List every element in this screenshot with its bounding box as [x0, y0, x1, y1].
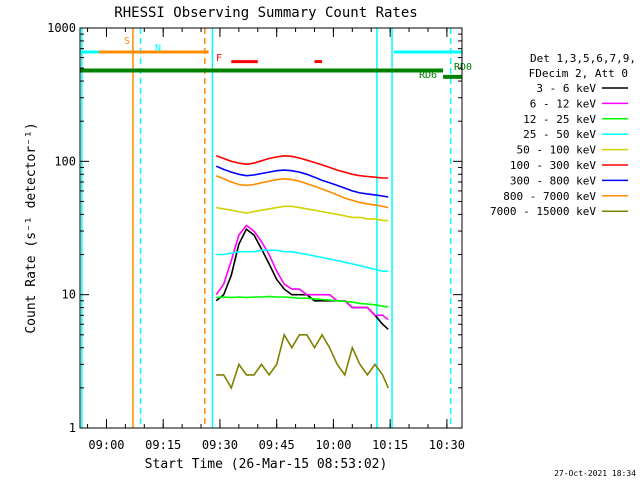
flag-rd6-label: RD6: [419, 70, 437, 81]
flag-rd0-label: RD0: [454, 62, 472, 73]
y-axis-label: Count Rate (s⁻¹ detector⁻¹): [24, 122, 39, 333]
flag-s-label: S: [124, 36, 130, 47]
y-tick-label: 10: [62, 288, 76, 302]
legend-label-25-50: 25 - 50 keV: [523, 128, 596, 141]
series-line-3-6: [215, 227, 389, 330]
x-axis-label: Start Time (26-Mar-15 08:53:02): [145, 457, 388, 472]
legend-label-12-25: 12 - 25 keV: [523, 113, 596, 126]
y-tick-label: 1000: [47, 21, 76, 35]
y-tick-label: 100: [54, 154, 76, 168]
x-tick-label: 09:45: [259, 438, 295, 452]
legend-label-7000-15000: 7000 - 15000 keV: [490, 205, 596, 218]
x-tick-label: 09:00: [88, 438, 124, 452]
plot-frame: [79, 27, 463, 429]
series-line-50-100: [216, 205, 389, 222]
legend-label-800-7000: 800 - 7000 keV: [503, 190, 596, 203]
legend: Det 1,3,5,6,7,9, FDecim 2, Att 0 3 - 6 k…: [490, 52, 636, 218]
x-tick-label: 10:15: [372, 438, 408, 452]
series-line-6-12: [215, 224, 389, 321]
y-tick-label: 1: [69, 421, 76, 435]
series-line-12-25: [216, 295, 389, 308]
legend-header-2: FDecim 2, Att 0: [529, 67, 628, 80]
legend-label-300-800: 300 - 800 keV: [510, 174, 596, 187]
axes: 1 10 100 1000 09:00 09:15 09:30 09:45 10:00 10:15…: [47, 21, 465, 452]
series-line-100-300: [215, 154, 389, 179]
plot-content: S N F RD0 RD6: [80, 28, 472, 428]
flag-f-label: F: [216, 53, 222, 64]
series-line-7000-15000: [216, 332, 389, 390]
flag-n-label: N: [155, 43, 161, 54]
footer-date: 27-Oct-2021 18:34: [554, 469, 636, 478]
legend-label-50-100: 50 - 100 keV: [517, 144, 597, 157]
x-tick-label: 09:30: [202, 438, 238, 452]
x-tick-label: 09:15: [145, 438, 181, 452]
legend-label-3-6: 3 - 6 keV: [536, 82, 596, 95]
chart-title: RHESSI Observing Summary Count Rates: [114, 5, 417, 21]
series-line-800-7000: [215, 174, 389, 209]
series-line-25-50: [216, 249, 389, 273]
legend-header-1: Det 1,3,5,6,7,9,: [530, 52, 636, 65]
legend-label-6-12: 6 - 12 keV: [530, 97, 597, 110]
series-line-300-800: [215, 165, 389, 198]
legend-label-100-300: 100 - 300 keV: [510, 159, 596, 172]
x-tick-label: 10:00: [315, 438, 351, 452]
x-tick-label: 10:30: [429, 438, 465, 452]
